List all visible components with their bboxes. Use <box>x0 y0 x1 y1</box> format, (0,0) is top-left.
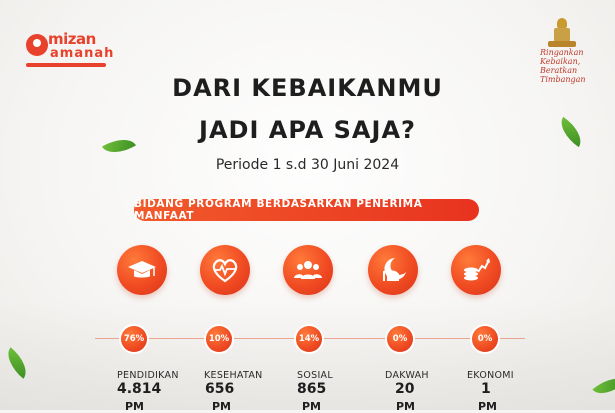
percent-badge-sosial: 14% <box>296 326 322 352</box>
program-unit-dakwah: PM <box>396 400 416 413</box>
headline-line-1: Dari Kebaikanmu <box>172 74 443 102</box>
program-unit-kesehatan: PM <box>212 400 232 413</box>
program-label-kesehatan: Kesehatan <box>204 370 263 381</box>
coins-growth-icon <box>451 245 501 295</box>
program-value-ekonomi: 1 <box>481 381 491 397</box>
percent-badge-dakwah: 0% <box>387 326 413 352</box>
weight-scale-icon <box>548 18 576 48</box>
program-label-dakwah: Dakwah <box>385 370 429 381</box>
percent-badge-kesehatan: 10% <box>206 326 232 352</box>
people-group-icon <box>283 245 333 295</box>
program-unit-ekonomi: PM <box>478 400 498 413</box>
program-value-dakwah: 20 <box>395 381 415 397</box>
program-value-pendidikan: 4.814 <box>117 381 162 397</box>
percent-badge-ekonomi: 0% <box>472 326 498 352</box>
program-label-pendidikan: Pendidikan <box>117 370 179 381</box>
graduation-cap-icon <box>117 245 167 295</box>
program-value-kesehatan: 656 <box>205 381 235 397</box>
period-text: Periode 1 s.d 30 Juni 2024 <box>215 157 400 173</box>
program-label-ekonomi: Ekonomi <box>467 370 514 381</box>
logo-wordmark-bottom: amanah <box>50 46 115 61</box>
logo-tagline-bar <box>26 63 106 67</box>
program-unit-sosial: PM <box>302 400 322 413</box>
program-value-sosial: 865 <box>297 381 327 397</box>
heart-pulse-icon <box>200 245 250 295</box>
crowd-photo-overlay <box>0 300 615 410</box>
headline-line-2: Jadi Apa Saja? <box>199 116 416 144</box>
mosque-crescent-icon <box>368 245 418 295</box>
program-unit-pendidikan: PM <box>125 400 145 413</box>
program-label-sosial: Sosial <box>297 370 333 381</box>
logo-slogan: Ringankan Kebaikan, Beratkan Timbangan <box>540 48 586 84</box>
logo-wordmark-top: mizan <box>48 30 96 48</box>
section-banner: Bidang Program Berdasarkan Penerima Manf… <box>134 198 479 222</box>
logo-mark-icon <box>26 34 48 56</box>
percent-badge-pendidikan: 76% <box>121 326 147 352</box>
